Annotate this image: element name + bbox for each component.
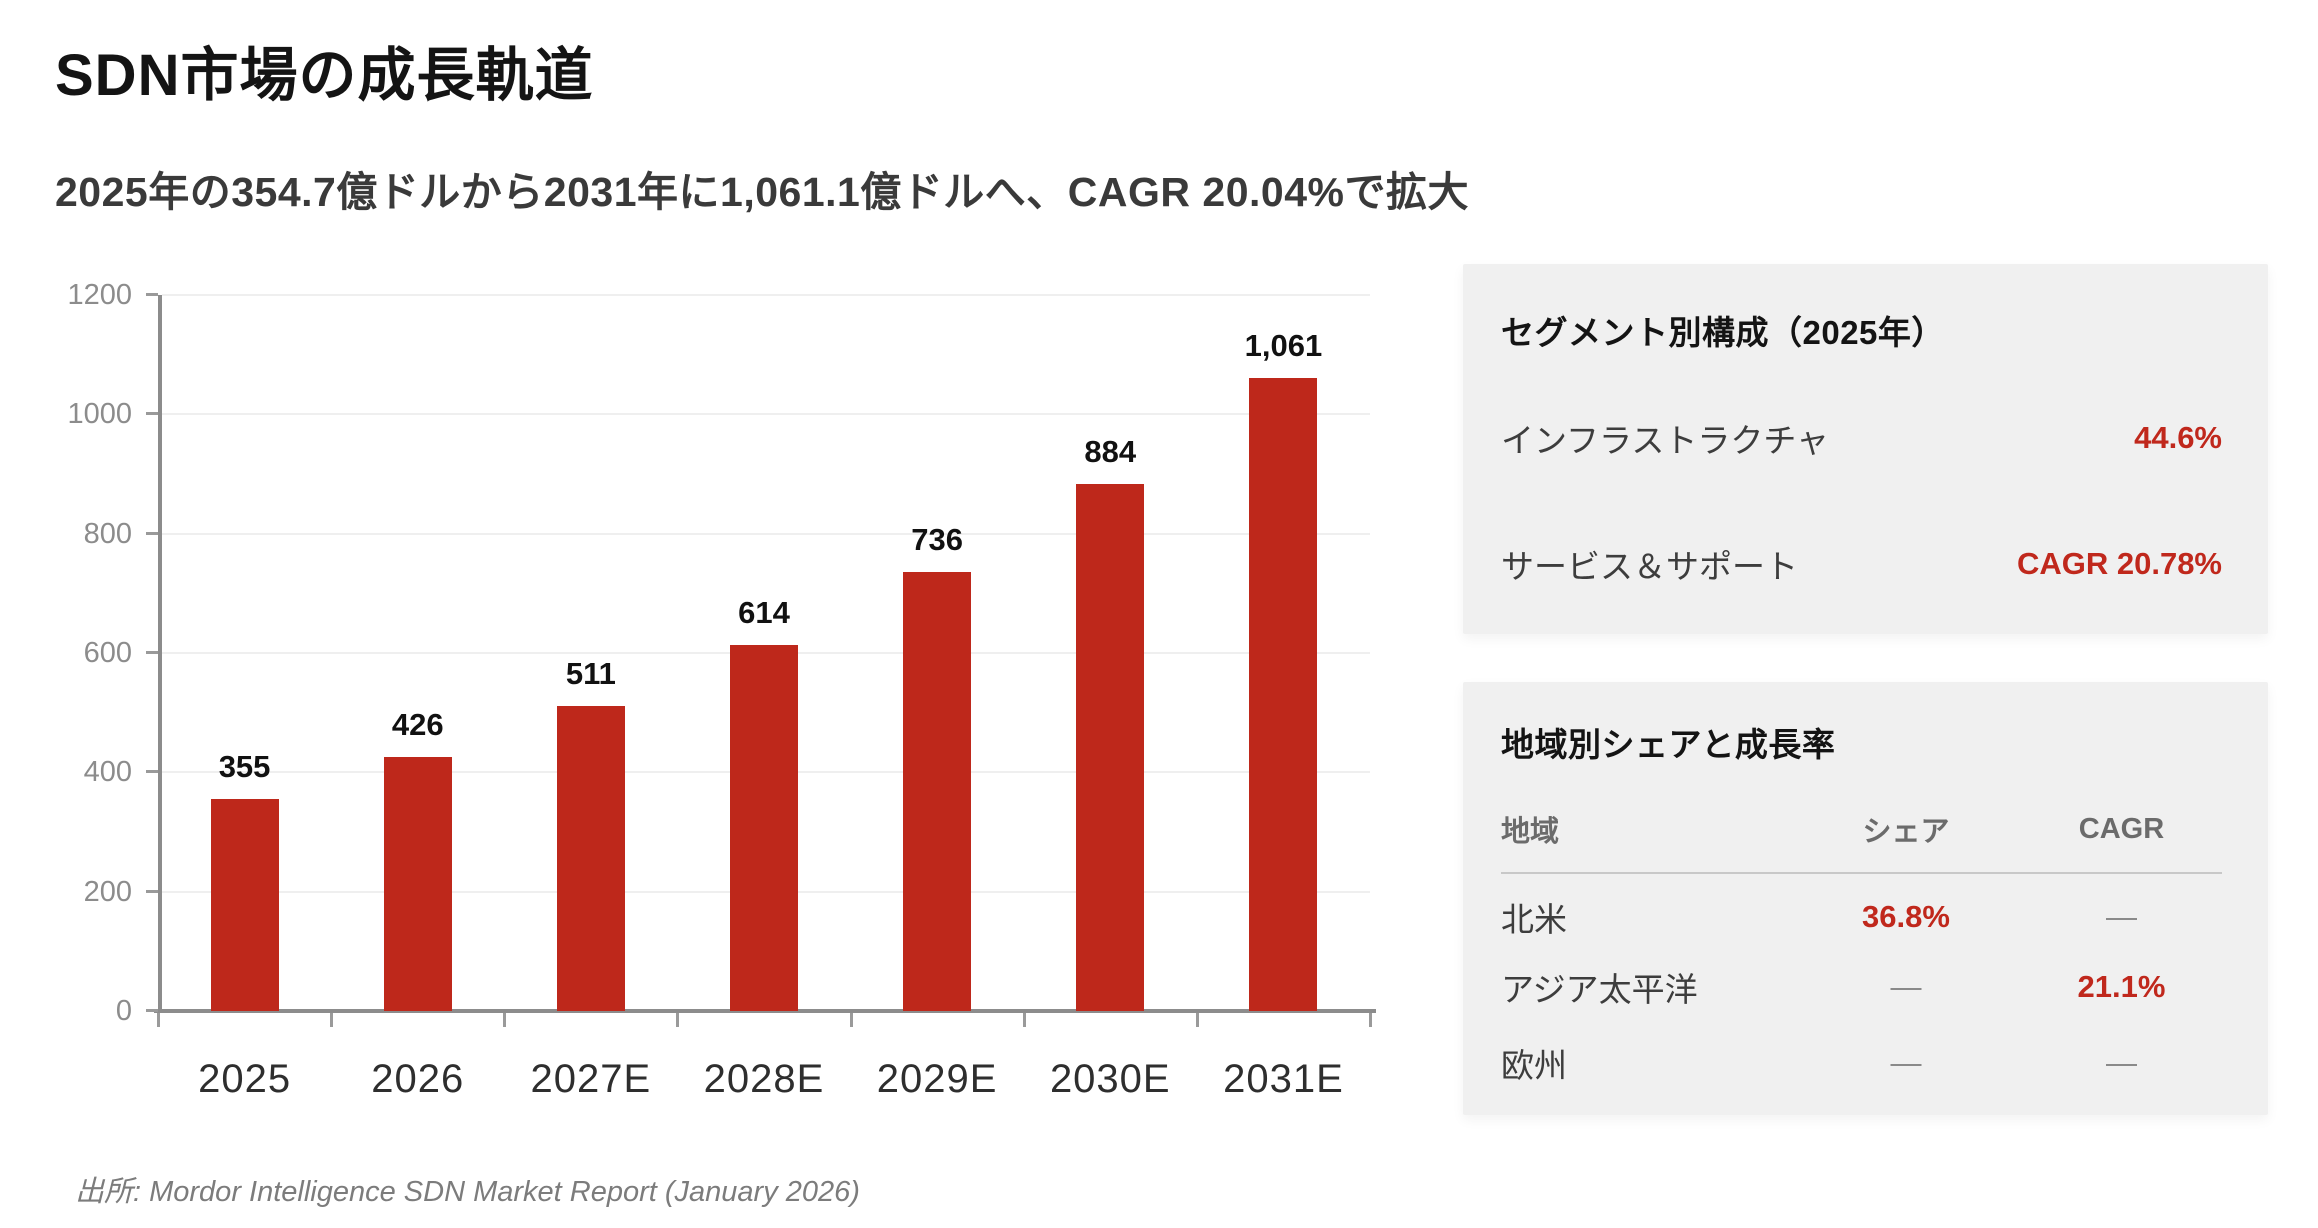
bar-2029E [903, 571, 972, 1011]
y-tick-800 [146, 531, 158, 535]
y-tick-label-600: 600 [83, 637, 132, 669]
segment-panel-title: セグメント別構成（2025年） [1501, 314, 1945, 351]
x-tick-7 [1369, 1013, 1372, 1027]
x-axis-labels: 2025 2026 2027E 2028E 2029E 2030E 2031E [158, 1057, 1370, 1102]
bar-2025 [210, 799, 279, 1011]
bar-chart: 0 200 400 600 800 1000 1200 355 426 511 614 736 884… [67, 280, 1376, 1101]
segment-row: サービス＆サポート CAGR 20.78% [1501, 540, 2222, 588]
region-row-アジア太平洋: アジア太平洋 — 21.1% [1501, 949, 2222, 1025]
bars-row: 355 426 511 614 736 884 1,061 [158, 295, 1370, 1011]
bar-slot-2026: 426 [331, 295, 504, 1011]
segment-composition-panel: セグメント別構成（2025年） インフラストラクチャ 44.6% サービス＆サポ… [1463, 264, 2268, 634]
x-label-2031E: 2031E [1223, 1057, 1344, 1101]
bar-slot-2030E: 884 [1024, 295, 1197, 1011]
y-tick-label-0: 0 [115, 995, 132, 1027]
region-header-region: 地域 [1501, 816, 1560, 848]
bar-value-label-2028E: 614 [738, 594, 790, 630]
y-tick-label-200: 200 [83, 875, 132, 908]
gridline-1200 [162, 294, 1370, 296]
region-cagr-value: — [2106, 898, 2137, 934]
region-share-value: 36.8% [1862, 898, 1950, 934]
bar-value-label-2029E: 736 [911, 521, 963, 557]
x-label-2030E: 2030E [1049, 1057, 1171, 1101]
y-tick-label-1000: 1000 [67, 398, 132, 431]
y-tick-label-800: 800 [83, 517, 132, 550]
bar-2027E [556, 706, 625, 1011]
x-tick-1 [330, 1013, 334, 1027]
x-label-2029E: 2029E [876, 1057, 998, 1101]
x-tick-5 [1022, 1013, 1026, 1027]
page-subtitle: 2025年の354.7億ドルから2031年に1,061.1億ドルへ、CAGR 2… [55, 169, 1469, 215]
region-table: 地域 シェア CAGR 北米 36.8% — アジア太平洋 — 21.1% 欧州 — — [1501, 808, 2222, 1101]
y-tick-600 [146, 651, 158, 654]
region-share-value: — [1890, 1045, 1922, 1080]
y-tick-label-1200: 1200 [67, 279, 132, 311]
x-label-2025: 2025 [198, 1057, 292, 1101]
bar-2030E [1076, 483, 1145, 1011]
x-tick-0 [157, 1013, 160, 1027]
region-cagr-value: 21.1% [2077, 969, 2166, 1004]
x-label-2027E: 2027E [530, 1057, 652, 1101]
x-label-2028E: 2028E [703, 1057, 825, 1101]
region-share-value: — [1890, 969, 1922, 1004]
bar-value-label-2027E: 511 [565, 656, 616, 692]
bar-slot-2027E: 511 [504, 295, 677, 1011]
bar-2028E [729, 644, 798, 1011]
gridline-800 [162, 532, 1370, 535]
region-panel-title: 地域別シェアと成長率 [1501, 726, 1836, 763]
y-axis-line [158, 295, 162, 1013]
y-tick-0 [146, 1009, 158, 1012]
region-name: アジア太平洋 [1501, 971, 1698, 1008]
bar-2031E [1249, 377, 1318, 1011]
region-cagr-value: — [2106, 1045, 2137, 1080]
x-axis-line [154, 1009, 1376, 1013]
region-row-欧州: 欧州 — — [1501, 1025, 2222, 1101]
bar-value-label-2030E: 884 [1084, 433, 1137, 469]
bar-value-label-2026: 426 [391, 706, 444, 742]
region-name: 北米 [1501, 900, 1567, 938]
regional-share-panel: 地域別シェアと成長率 地域 シェア CAGR 北米 36.8% — アジア太平洋 — 21… [1463, 682, 2268, 1115]
y-tick-400 [146, 770, 158, 774]
y-tick-1200 [146, 293, 158, 296]
segment-value: CAGR 20.78% [2016, 546, 2222, 581]
bar-slot-2029E: 736 [851, 295, 1024, 1011]
y-tick-label-400: 400 [83, 756, 132, 789]
bar-value-label-2031E: 1,061 [1244, 327, 1323, 363]
page-title: SDN市場の成長軌道 [55, 43, 594, 108]
segment-label: サービス＆サポート [1501, 548, 1798, 585]
bar-slot-2031E: 1,061 [1197, 295, 1370, 1011]
gridline-1000 [162, 413, 1370, 416]
segment-label: インフラストラクチャ [1501, 422, 1830, 459]
segment-row: インフラストラクチャ 44.6% [1501, 414, 2222, 462]
region-name: 欧州 [1501, 1047, 1567, 1084]
x-tick-2 [503, 1013, 507, 1027]
region-table-header-row: 地域 シェア CAGR [1501, 808, 2222, 873]
x-tick-4 [849, 1013, 853, 1027]
x-tick-3 [676, 1013, 680, 1027]
segment-value: 44.6% [2134, 420, 2222, 455]
y-tick-200 [146, 889, 158, 893]
x-label-2026: 2026 [371, 1057, 465, 1101]
source-citation: 出所: Mordor Intelligence SDN Market Repor… [75, 1176, 860, 1208]
y-tick-1000 [146, 412, 158, 416]
region-row-北米: 北米 36.8% — [1501, 873, 2222, 949]
x-tick-6 [1195, 1013, 1199, 1027]
bar-value-label-2025: 355 [218, 749, 271, 785]
bar-slot-2025: 355 [158, 295, 331, 1011]
region-header-cagr: CAGR [2078, 812, 2165, 845]
bar-2026 [383, 756, 452, 1011]
region-header-share: シェア [1862, 816, 1950, 848]
bar-slot-2028E: 614 [677, 295, 850, 1011]
